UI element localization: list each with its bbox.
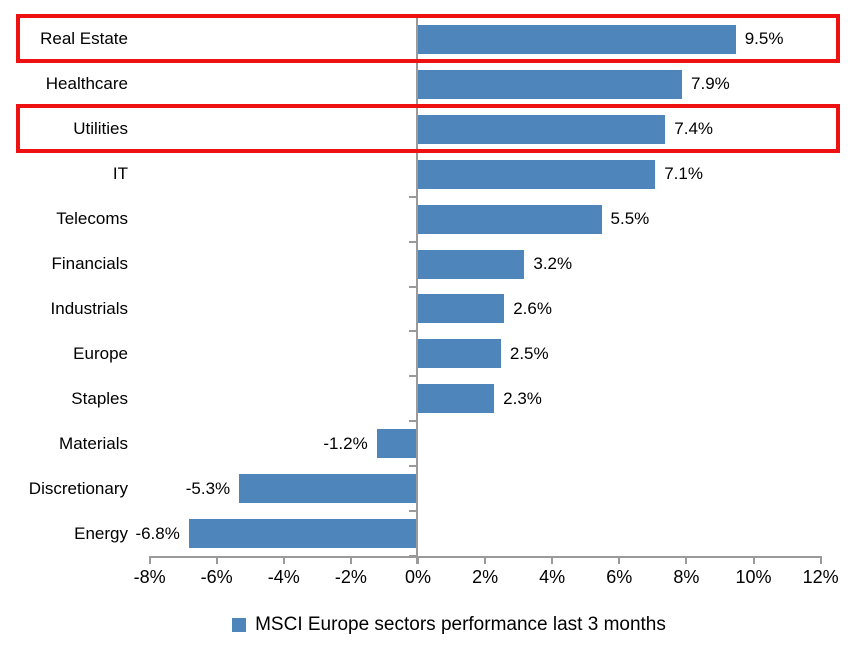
x-axis-tick — [148, 556, 151, 564]
value-label: 7.1% — [664, 164, 703, 184]
category-axis-line — [416, 17, 418, 564]
value-label: 5.5% — [610, 209, 650, 229]
x-axis-tick — [215, 556, 218, 564]
category-tick — [409, 510, 417, 513]
legend: MSCI Europe sectors performance last 3 m… — [0, 610, 852, 640]
category-label: Europe — [73, 343, 128, 363]
bar-telecoms — [417, 204, 602, 234]
value-label: 2.6% — [513, 298, 552, 318]
bar-healthcare — [417, 69, 683, 99]
value-label: 9.5% — [744, 29, 784, 49]
category-label: Financials — [51, 254, 128, 274]
x-axis-tick — [551, 556, 554, 564]
x-axis-tick-label: 0% — [404, 567, 431, 587]
highlight-box-utilities — [16, 103, 840, 153]
x-axis-tick — [618, 556, 621, 564]
x-axis-tick-label: 4% — [539, 567, 566, 587]
value-label: 3.2% — [533, 254, 573, 274]
category-tick — [409, 285, 417, 288]
legend-label: MSCI Europe sectors performance last 3 m… — [255, 614, 666, 635]
category-label: IT — [112, 164, 128, 184]
x-axis-tick — [282, 556, 285, 564]
bar-staples — [417, 384, 495, 414]
value-label: -5.3% — [185, 478, 231, 498]
value-label: -6.8% — [135, 523, 180, 543]
value-label: 7.4% — [674, 119, 714, 139]
bar-industrials — [417, 294, 505, 324]
value-label: 7.9% — [691, 74, 730, 94]
x-axis-tick-label: 12% — [802, 567, 839, 587]
category-label: Discretionary — [28, 478, 128, 498]
bar-financials — [417, 249, 525, 279]
x-axis-tick-label: -6% — [200, 567, 233, 587]
category-label: Staples — [71, 388, 128, 408]
value-label: 2.5% — [509, 343, 549, 363]
x-axis-tick-label: 6% — [606, 567, 633, 587]
x-axis-tick — [752, 556, 755, 564]
x-axis-tick-label: 2% — [472, 567, 499, 587]
category-tick — [409, 465, 417, 468]
x-axis-tick-label: -4% — [267, 567, 300, 587]
bar-discretionary — [239, 474, 417, 504]
bar-energy — [188, 519, 417, 549]
highlight-box-real-estate — [16, 14, 840, 63]
category-label: Industrials — [50, 298, 128, 318]
x-axis-tick-label: -8% — [133, 567, 166, 587]
value-label: 2.3% — [503, 388, 542, 408]
x-axis-tick — [417, 556, 419, 564]
x-axis-tick-label: 10% — [735, 567, 772, 587]
category-label: Real Estate — [40, 29, 128, 49]
category-tick — [409, 375, 417, 378]
x-axis-tick-label: 8% — [673, 567, 700, 587]
category-tick — [409, 330, 417, 333]
category-label: Energy — [74, 523, 128, 543]
x-axis-tick — [349, 556, 352, 564]
category-label: Utilities — [73, 119, 128, 139]
category-label: Healthcare — [45, 74, 128, 94]
x-axis-tick — [685, 556, 688, 564]
category-label: Materials — [59, 433, 128, 453]
x-axis-tick — [819, 556, 822, 564]
bar-real-estate — [417, 24, 736, 54]
category-label: Telecoms — [56, 209, 128, 229]
x-axis-tick-label: -2% — [334, 567, 367, 587]
bar-materials — [376, 429, 417, 459]
x-axis-tick — [484, 556, 487, 564]
category-tick — [409, 240, 417, 243]
category-tick — [409, 195, 417, 198]
category-tick — [409, 420, 417, 423]
bar-europe — [417, 339, 501, 369]
bar-it — [417, 159, 656, 189]
bar-utilities — [417, 114, 666, 144]
value-label: -1.2% — [323, 433, 368, 453]
legend-marker-square — [232, 618, 247, 632]
